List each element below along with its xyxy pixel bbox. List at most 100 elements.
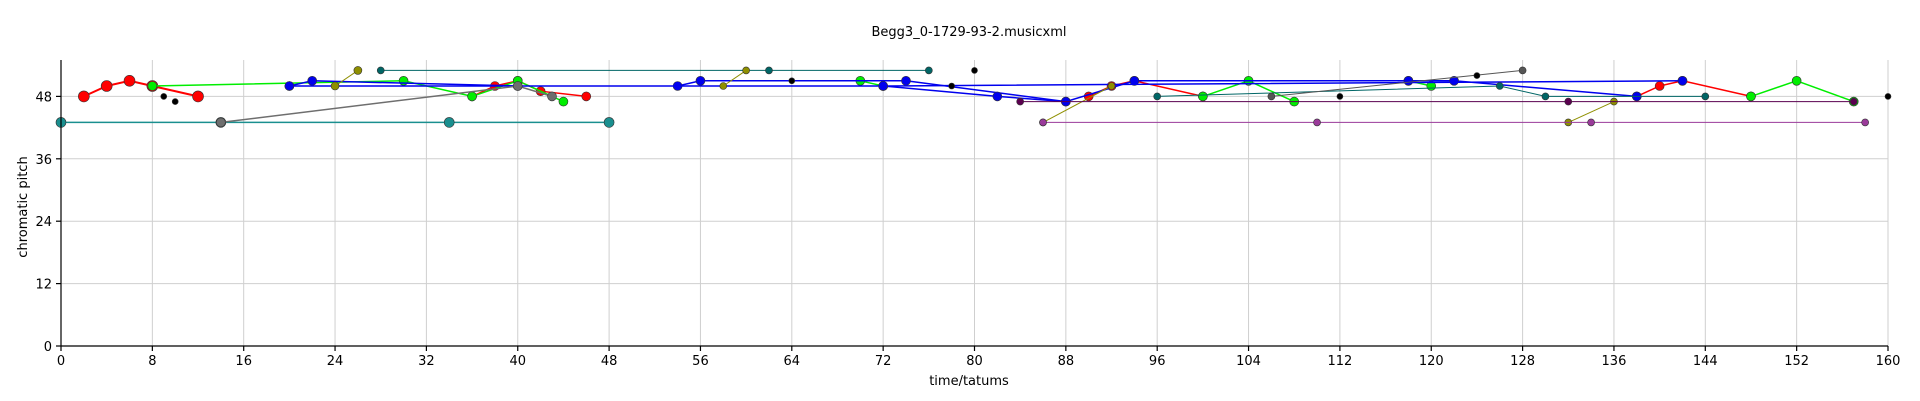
data-point [160,93,168,100]
series-line [471,80,587,98]
data-point [1495,82,1504,90]
x-tick-label: 104 [1236,354,1261,369]
x-tick-label: 48 [601,354,618,369]
data-point [1518,66,1527,75]
x-tick-label: 120 [1419,354,1444,369]
series-line [83,79,199,98]
data-point [558,96,569,107]
y-tick-label: 24 [35,215,52,230]
data-point [78,90,90,103]
data-point [1791,76,1802,86]
series-3 [1631,76,1756,102]
x-tick-label: 40 [509,354,526,369]
data-point [376,66,385,75]
data-point [603,117,615,128]
x-tick-label: 24 [327,354,344,369]
data-point [443,117,455,128]
series-line [1750,80,1854,103]
x-tick-label: 128 [1510,354,1535,369]
data-point [512,81,523,91]
data-point [901,76,911,86]
data-point [467,91,477,102]
x-tick-label: 16 [235,354,252,369]
data-point [695,76,706,86]
series-15 [1153,82,1710,101]
x-tick-label: 32 [418,354,435,369]
series-16 [216,81,557,128]
data-point [1746,91,1756,102]
y-tick-label: 36 [35,153,52,168]
y-tick-label: 0 [44,340,52,355]
y-tick-label: 12 [35,278,52,293]
y-axis-label: chromatic pitch [16,156,31,257]
series-line [1042,85,1112,123]
data-point [1849,97,1858,106]
data-point [878,81,888,91]
data-point [307,76,318,86]
series-23 [1039,118,1869,127]
data-point [1701,92,1710,101]
series-19 [719,66,750,90]
x-axis-label: time/tatums [929,374,1009,389]
series-10 [672,76,1071,107]
data-point [1107,82,1116,90]
series-12 [284,76,1688,91]
x-tick-label: 72 [875,354,892,369]
x-tick-label: 0 [57,354,65,369]
data-point [1336,93,1344,100]
data-point [1473,72,1481,79]
series-0 [78,75,204,103]
data-point [547,91,557,102]
data-point [1403,76,1414,86]
series-line [1271,69,1523,97]
data-point [1541,92,1550,101]
data-point [719,82,728,90]
data-point [992,91,1003,102]
series-line [723,69,747,87]
series-line [1568,101,1615,123]
y-tick-label: 48 [35,90,52,105]
data-point [216,117,226,128]
data-point [1313,118,1321,127]
series-line [1636,80,1752,98]
data-point [398,76,409,86]
data-point [742,66,750,75]
grid-lines [61,60,1889,346]
series-layer [55,66,1892,128]
data-point [1198,91,1208,102]
data-point [1677,76,1688,86]
x-tick-label: 144 [1693,354,1718,369]
data-point [1153,92,1161,101]
data-point [925,66,933,75]
data-point [353,66,363,75]
series-17 [1267,66,1527,101]
series-2 [1083,76,1208,102]
series-24 [160,67,1892,105]
x-tick-label: 8 [148,354,156,369]
data-point [1039,118,1047,127]
series-14 [376,66,933,75]
series-line [1157,85,1706,97]
data-point [1564,97,1573,106]
series-line [220,85,553,124]
data-point [1884,93,1892,100]
x-tick-label: 64 [784,354,801,369]
data-point [100,80,113,92]
x-tick-label: 152 [1784,354,1809,369]
data-point [948,82,955,90]
chart-title: Begg3_0-1729-93-2.musicxml [872,25,1067,40]
data-point [765,66,773,75]
data-point [788,77,796,85]
data-point [192,90,204,103]
data-point [1861,118,1869,127]
data-point [1129,76,1140,86]
data-point [171,98,179,105]
series-1 [467,76,592,102]
x-tick-label: 112 [1327,354,1352,369]
data-point [1587,118,1595,127]
data-point [581,91,592,102]
data-point [1016,97,1024,106]
data-point [284,81,295,91]
data-point [330,81,340,91]
